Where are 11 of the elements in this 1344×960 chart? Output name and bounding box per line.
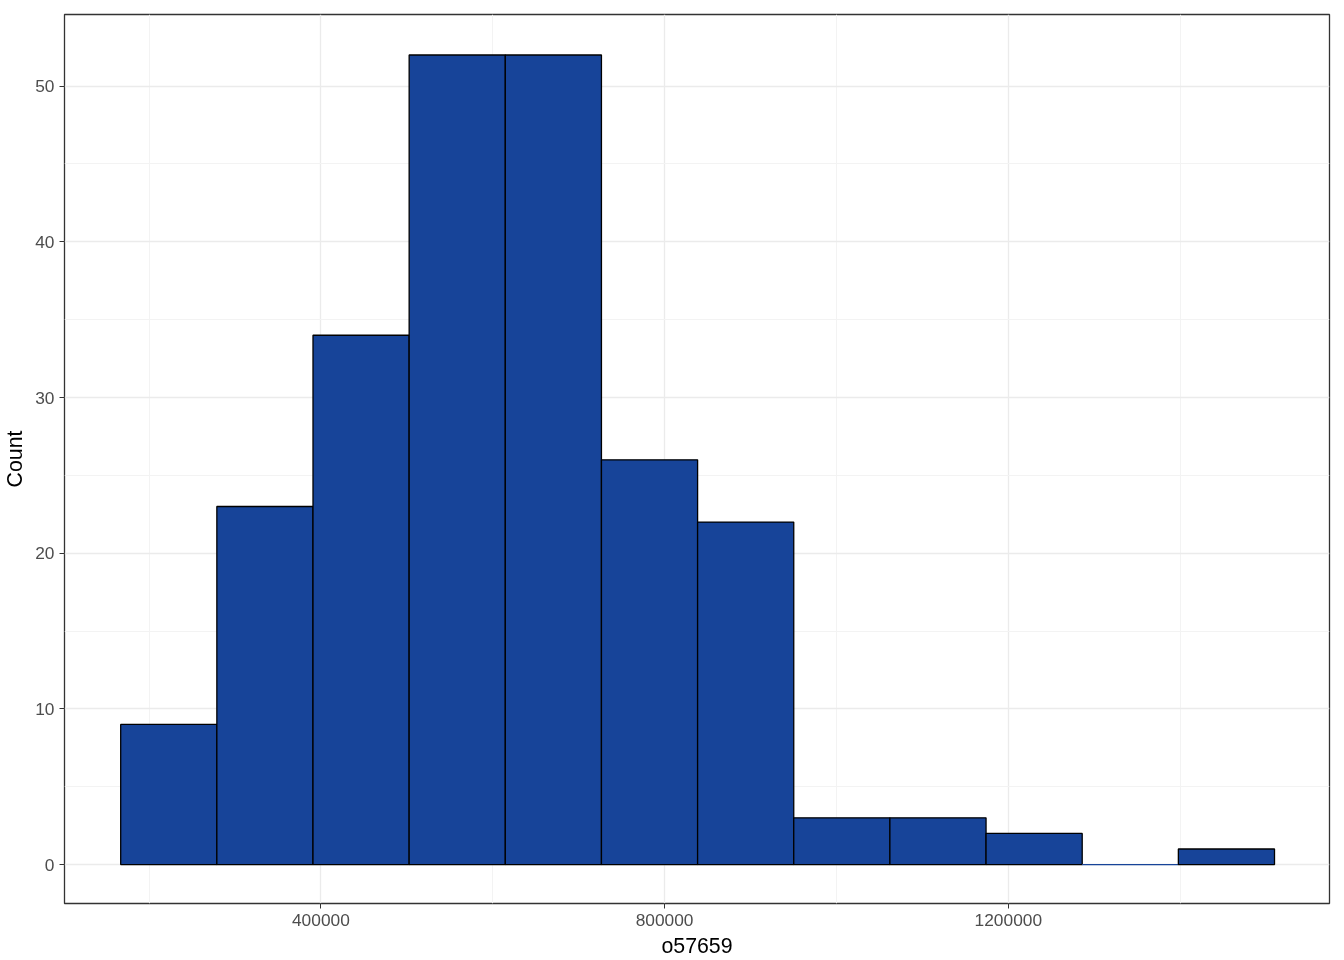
y-tick-label: 0 [44, 854, 55, 875]
x-tick-label: 400000 [291, 909, 350, 930]
x-tick-label: 800000 [635, 909, 694, 930]
y-axis-title: Count [3, 430, 28, 488]
x-axis-title: o57659 [661, 933, 733, 958]
y-tick-label: 50 [35, 76, 55, 97]
y-tick-label: 30 [35, 387, 55, 408]
x-tick-label: 1200000 [974, 909, 1043, 930]
y-tick-label: 10 [35, 698, 55, 719]
y-tick-label: 20 [35, 543, 55, 564]
y-tick-label: 40 [35, 231, 55, 252]
